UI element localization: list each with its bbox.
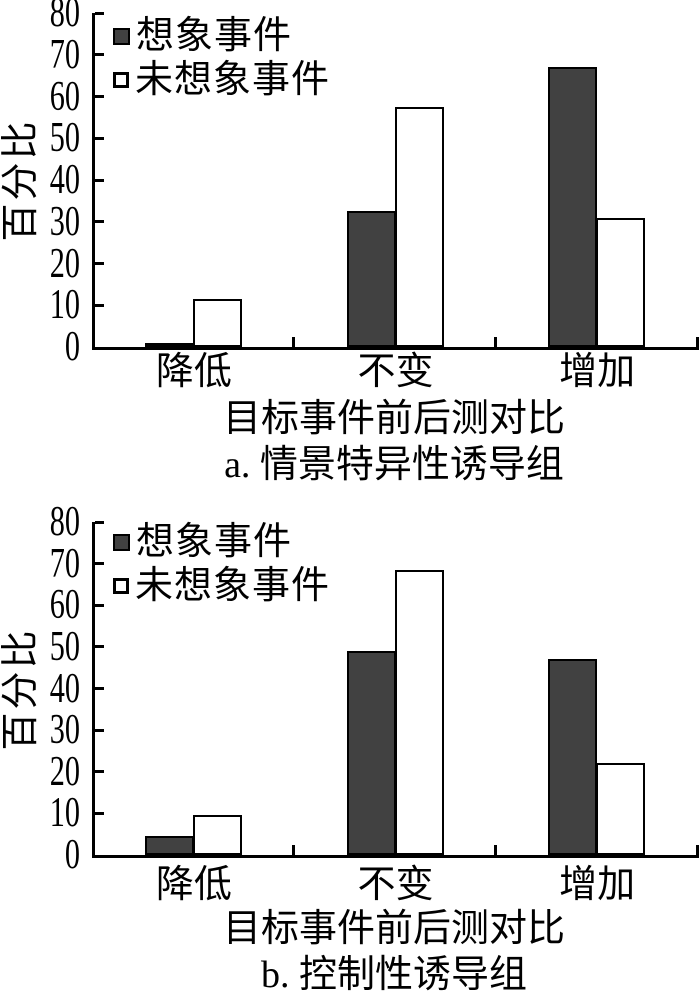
y-tick (95, 178, 104, 182)
y-tick-label-40: 40 (49, 665, 80, 712)
y-axis (92, 13, 95, 350)
y-tick-label-10: 10 (49, 790, 80, 837)
y-tick (95, 136, 104, 140)
x-tick (292, 845, 296, 855)
y-tick (95, 645, 104, 649)
y-tick (95, 562, 104, 566)
legend-marker-open-square-icon (113, 578, 129, 594)
x-category-label-decrease: 降低 (155, 864, 232, 906)
legend-marker-filled-square-icon (113, 27, 130, 45)
y-tick-label-70: 70 (49, 31, 80, 78)
legend-marker-open-square-icon (113, 72, 129, 88)
y-tick-label-0: 0 (64, 324, 80, 370)
y-tick (95, 262, 104, 265)
legend-item-imagined-event: 想象事件 (113, 520, 330, 564)
bar-unimagined-event-decrease (192, 298, 242, 347)
y-tick (95, 220, 104, 224)
legend-item-unimagined-event: 未想象事件 (113, 58, 330, 102)
y-tick-label-30: 30 (49, 198, 80, 245)
y-tick-label-50: 50 (49, 623, 80, 670)
x-axis (92, 347, 699, 350)
bar-unimagined-event-unchanged (394, 569, 444, 855)
x-category-label-unchanged: 不变 (357, 351, 434, 393)
y-tick (95, 520, 104, 524)
legend-label-unimagined-event: 未想象事件 (135, 59, 331, 101)
y-tick-label-20: 20 (49, 748, 80, 795)
y-tick (95, 603, 104, 607)
bar-unimagined-event-increase (596, 763, 646, 855)
y-tick (95, 11, 104, 15)
x-tick (695, 845, 699, 855)
y-tick-label-70: 70 (49, 540, 80, 587)
legend-item-unimagined-event: 未想象事件 (113, 564, 330, 608)
legend-label-unimagined-event: 未想象事件 (135, 565, 331, 607)
x-category-label-increase: 增加 (559, 864, 636, 906)
legend: 想象事件 未想象事件 (113, 14, 330, 102)
legend: 想象事件 未想象事件 (113, 520, 330, 608)
legend-label-imagined-event: 想象事件 (136, 521, 293, 563)
x-category-label-unchanged: 不变 (357, 864, 434, 906)
bar-imagined-event-decrease (144, 836, 194, 855)
x-tick (695, 337, 699, 347)
y-tick (95, 728, 104, 732)
y-axis (92, 522, 95, 858)
y-tick (95, 687, 104, 690)
bar-unimagined-event-unchanged (394, 106, 444, 347)
x-tick (292, 337, 296, 347)
x-category-label-increase: 增加 (559, 351, 636, 393)
panel-caption: b. 控制性诱导组 (260, 954, 528, 996)
x-tick (493, 337, 497, 347)
x-tick (493, 845, 497, 855)
bar-imagined-event-increase (548, 659, 598, 855)
panel-caption: a. 情景特异性诱导组 (224, 444, 564, 486)
y-tick (95, 95, 104, 98)
y-tick (95, 53, 104, 57)
x-axis (92, 855, 699, 858)
legend-item-imagined-event: 想象事件 (113, 14, 330, 58)
y-tick-label-80: 80 (49, 0, 80, 36)
bar-imagined-event-increase (548, 67, 598, 347)
y-tick-label-60: 60 (49, 73, 80, 120)
bar-unimagined-event-decrease (192, 815, 242, 855)
y-tick-label-40: 40 (49, 157, 80, 203)
y-tick (95, 811, 104, 815)
x-axis-title: 目标事件前后测对比 (222, 398, 566, 440)
x-category-label-decrease: 降低 (155, 351, 232, 393)
y-tick-label-80: 80 (49, 499, 80, 545)
y-tick (95, 303, 104, 307)
legend-marker-filled-square-icon (113, 533, 130, 551)
y-tick-label-10: 10 (49, 282, 80, 329)
y-tick-label-50: 50 (49, 115, 80, 162)
y-tick-label-0: 0 (64, 832, 80, 878)
y-tick (95, 770, 104, 774)
bar-unimagined-event-increase (596, 217, 646, 347)
y-tick-label-30: 30 (49, 707, 80, 754)
y-tick-label-60: 60 (49, 582, 80, 629)
y-tick-label-20: 20 (49, 240, 80, 287)
x-axis-title: 目标事件前后测对比 (222, 908, 566, 950)
bar-imagined-event-unchanged (346, 651, 396, 855)
legend-label-imagined-event: 想象事件 (136, 15, 293, 57)
